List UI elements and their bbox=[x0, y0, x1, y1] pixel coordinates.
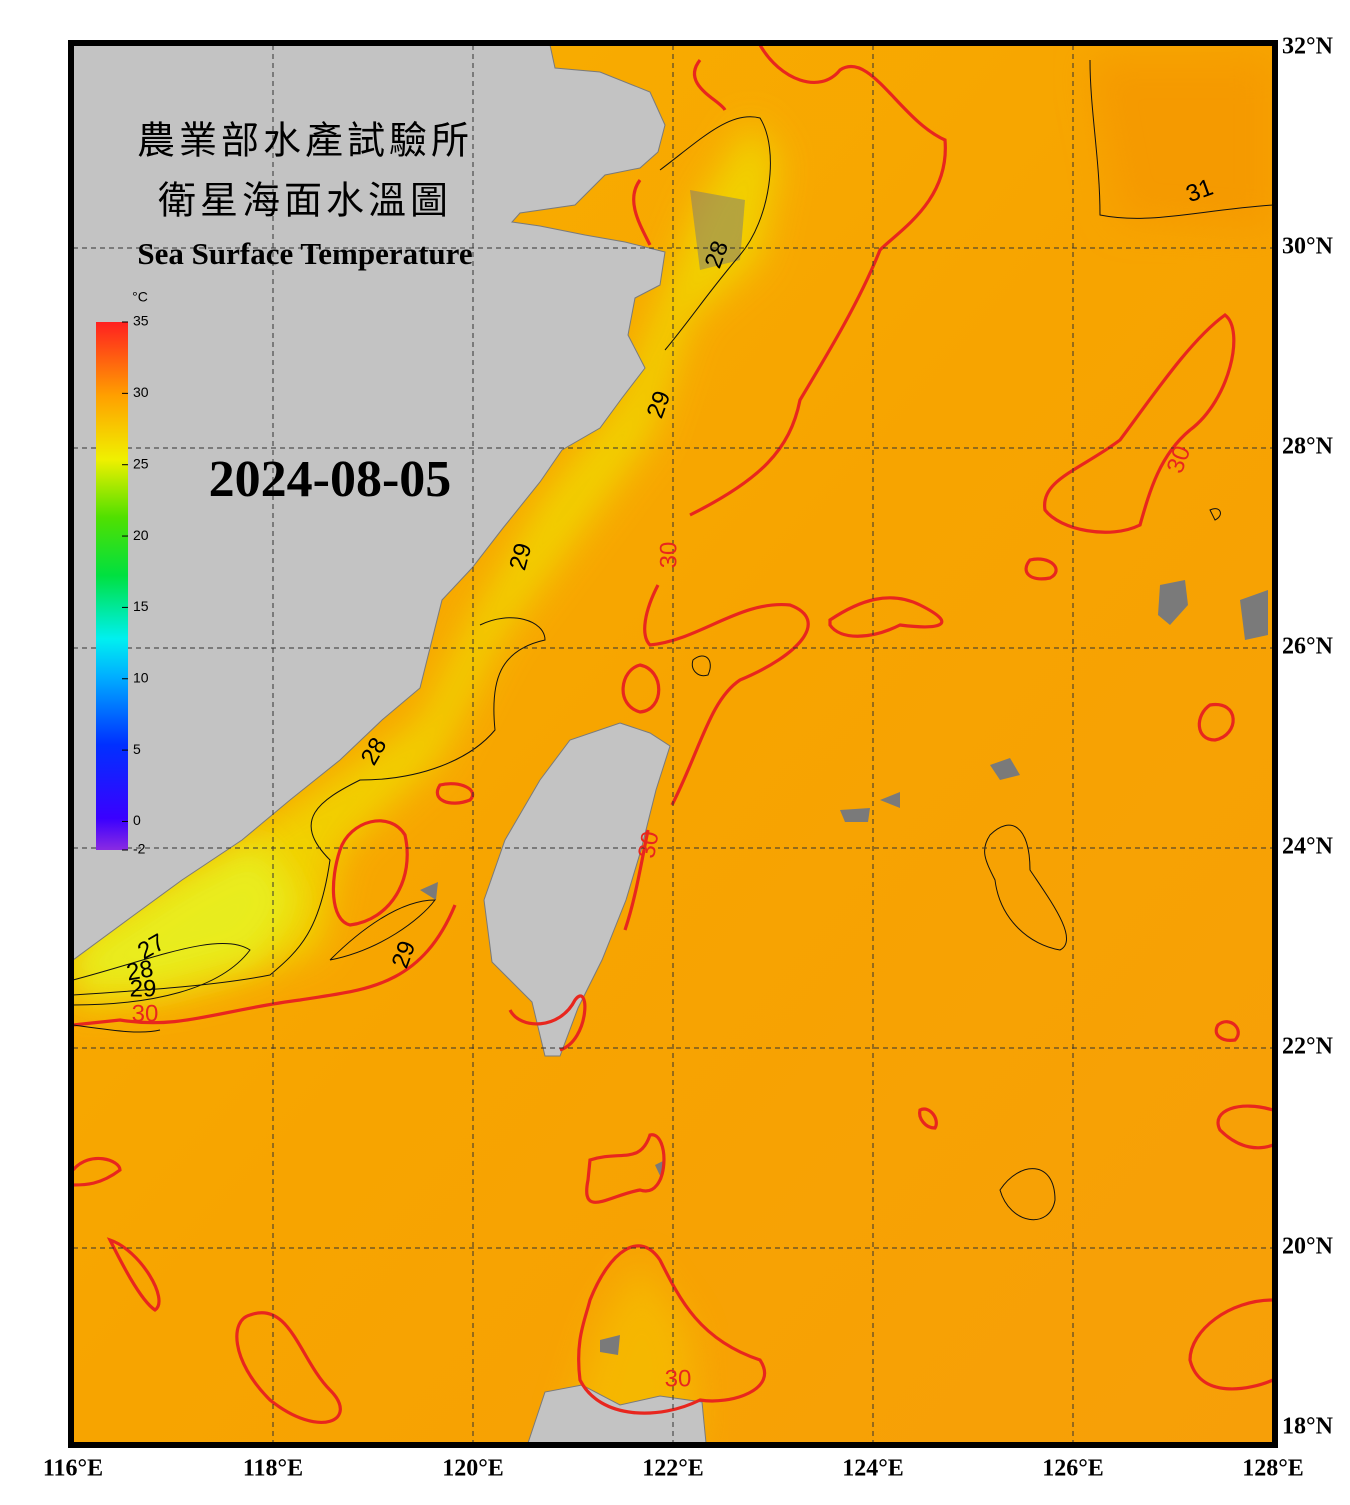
colorbar bbox=[96, 322, 128, 850]
colorbar-unit: °C bbox=[132, 289, 148, 305]
lat-tick-label: 24°N bbox=[1282, 834, 1334, 860]
colorbar-tick-label: 15 bbox=[133, 598, 149, 614]
island bbox=[420, 882, 438, 900]
contour-line bbox=[585, 1133, 666, 1204]
title-zh-institute: 農業部水產試驗所 bbox=[137, 121, 473, 163]
islands bbox=[420, 190, 1268, 1355]
lon-tick-label: 116°E bbox=[43, 1456, 103, 1482]
contour-line bbox=[621, 663, 661, 714]
lat-tick-label: 30°N bbox=[1282, 234, 1334, 260]
contour-line bbox=[918, 1107, 938, 1130]
contour-line bbox=[999, 1168, 1056, 1221]
contour-line bbox=[1188, 1298, 1273, 1391]
contour-line bbox=[643, 584, 810, 806]
colorbar-tick-label: 30 bbox=[133, 384, 149, 400]
lat-tick-label: 18°N bbox=[1282, 1414, 1334, 1440]
land-taiwan bbox=[483, 722, 671, 1057]
contour-line bbox=[692, 59, 727, 111]
lat-tick-label: 32°N bbox=[1282, 34, 1334, 60]
island bbox=[600, 1335, 620, 1355]
contour-line bbox=[508, 994, 587, 1052]
colorbar-tick-label: 20 bbox=[133, 527, 149, 543]
contour-line bbox=[73, 1024, 161, 1033]
contour-line bbox=[691, 655, 711, 677]
land-luzon bbox=[527, 1384, 707, 1443]
graticule bbox=[73, 45, 1273, 1443]
contour-line bbox=[1216, 1104, 1273, 1150]
contour-line bbox=[73, 942, 251, 1006]
colorbar-tick-label: 0 bbox=[133, 812, 141, 828]
contour-label: 30 bbox=[655, 542, 682, 569]
colorbar-ticks: -2 0 5 10 15 20 25 30 35 bbox=[122, 313, 149, 857]
axis-labels: 116°E 118°E 120°E 122°E 124°E 126°E 128°E 18°N 2… bbox=[43, 34, 1334, 1482]
contour-line bbox=[828, 596, 944, 638]
contour-line bbox=[632, 179, 652, 246]
contour-line bbox=[1024, 557, 1058, 581]
title-en: Sea Surface Temperature bbox=[137, 236, 472, 271]
contour-label: 30 bbox=[665, 1365, 692, 1392]
contour-line bbox=[106, 1237, 161, 1312]
lon-tick-label: 120°E bbox=[442, 1456, 504, 1482]
lat-tick-label: 26°N bbox=[1282, 634, 1334, 660]
island-group bbox=[690, 190, 745, 270]
contour-line bbox=[329, 899, 437, 961]
island bbox=[1158, 580, 1188, 625]
contour-label: 30 bbox=[633, 829, 664, 860]
colorbar-tick-label: 25 bbox=[133, 455, 149, 471]
contour-line bbox=[1197, 703, 1235, 742]
lon-tick-label: 122°E bbox=[642, 1456, 704, 1482]
contour-line bbox=[1209, 508, 1221, 521]
contours-other bbox=[73, 59, 1273, 1221]
lon-tick-label: 126°E bbox=[1042, 1456, 1104, 1482]
lon-tick-label: 128°E bbox=[1242, 1456, 1304, 1482]
lon-tick-label: 124°E bbox=[842, 1456, 904, 1482]
title-zh-map: 衛星海面水溫圖 bbox=[158, 181, 452, 223]
warm-patch bbox=[1090, 60, 1273, 230]
lat-tick-label: 28°N bbox=[1282, 434, 1334, 460]
contour-line bbox=[1043, 313, 1236, 534]
lon-tick-label: 118°E bbox=[243, 1456, 303, 1482]
island bbox=[880, 792, 900, 808]
island bbox=[990, 758, 1020, 780]
contour-line bbox=[577, 1244, 767, 1415]
colorbar-tick-label: 10 bbox=[133, 669, 149, 685]
contour-line bbox=[1089, 59, 1273, 219]
contour-line bbox=[623, 829, 650, 931]
contour-line bbox=[235, 1311, 342, 1424]
lat-tick-label: 22°N bbox=[1282, 1034, 1334, 1060]
date: 2024-08-05 bbox=[209, 451, 452, 508]
colorbar-tick-label: 5 bbox=[133, 741, 141, 757]
contour-line bbox=[659, 116, 771, 351]
contour-label: 30 bbox=[132, 1000, 159, 1027]
contour-line bbox=[73, 904, 457, 1027]
contour-line bbox=[435, 782, 475, 805]
contour-line bbox=[331, 819, 409, 927]
island bbox=[1240, 590, 1268, 640]
contour-line bbox=[73, 617, 546, 996]
lat-tick-label: 20°N bbox=[1282, 1234, 1334, 1260]
coldest-patch bbox=[73, 840, 300, 990]
island bbox=[840, 808, 870, 822]
contour-line bbox=[1214, 1020, 1240, 1042]
land-china bbox=[73, 45, 666, 961]
contour-line bbox=[73, 1156, 122, 1187]
contour-line bbox=[689, 45, 947, 517]
map-frame bbox=[68, 40, 1278, 1448]
contour-label: 28 bbox=[124, 955, 155, 986]
colorbar-tick-label: 35 bbox=[133, 313, 149, 329]
contour-label: 29 bbox=[130, 975, 157, 1002]
contour-line bbox=[984, 824, 1067, 951]
contours-30 bbox=[73, 45, 1273, 1424]
colorbar-tick-label: -2 bbox=[133, 841, 146, 857]
